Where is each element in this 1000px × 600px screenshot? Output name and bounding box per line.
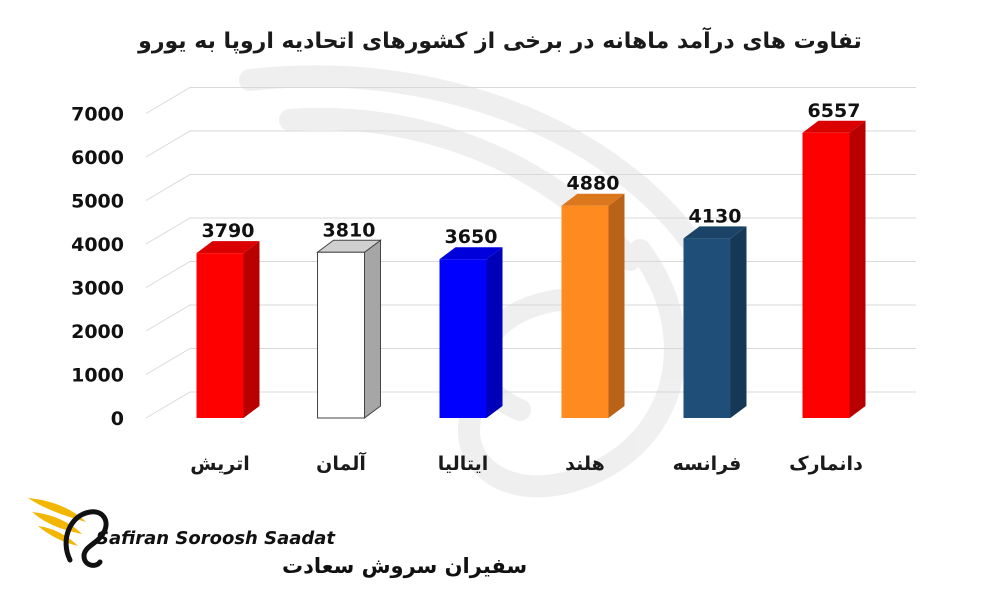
grid-lines [145, 87, 916, 419]
gridline [145, 304, 916, 332]
bar-front [683, 238, 731, 418]
x-tick-label: آلمان [316, 451, 366, 475]
bar-side [730, 226, 747, 418]
gridline [145, 174, 916, 201]
bar-top [196, 241, 260, 254]
y-tick-label: 3000 [71, 278, 124, 300]
bar-top [561, 193, 625, 206]
bar-side [608, 193, 625, 418]
y-tick-label: 5000 [71, 191, 124, 213]
x-tick-label: اتریش [190, 453, 249, 475]
data-label: 3790 [202, 220, 255, 242]
brand-name-fa: سفیران سروش سعادت [282, 554, 527, 578]
bar-side [364, 239, 381, 419]
bar-front [439, 259, 487, 418]
data-label: 3810 [323, 219, 376, 241]
brand-logo: Safiran Soroosh Saadat سفیران سروش سعادت [28, 498, 527, 578]
bar [802, 120, 866, 418]
bar-side [486, 247, 503, 418]
bar-top [802, 120, 866, 133]
bar [439, 247, 503, 418]
swan-icon [63, 509, 109, 568]
bar-front [802, 132, 850, 418]
bar-side [243, 241, 260, 418]
wing-icon [28, 498, 86, 546]
gridline [145, 391, 916, 419]
gridline [145, 87, 916, 114]
x-tick-label: هلند [565, 453, 605, 475]
bar [683, 226, 747, 418]
bars [196, 120, 866, 419]
x-tick-label: دانمارک [789, 453, 863, 475]
bar-top [683, 226, 747, 239]
bar [316, 239, 382, 419]
data-labels: 3790 3810 3650 4880 4130 6557 [202, 100, 861, 248]
gridline [145, 348, 916, 375]
bar-front [317, 251, 365, 419]
bar-front [561, 205, 609, 418]
chart-title: تفاوت های درآمد ماهانه در برخی از کشورها… [137, 26, 862, 54]
data-label: 4880 [567, 173, 620, 195]
gridline [145, 130, 916, 158]
y-tick-label: 7000 [71, 104, 124, 126]
bar-top [439, 247, 503, 260]
brand-name-en: Safiran Soroosh Saadat [96, 528, 336, 549]
y-tick-label: 6000 [71, 147, 124, 169]
bar-front [196, 253, 244, 418]
x-tick-label: ایتالیا [438, 453, 489, 475]
y-tick-label: 0 [111, 408, 124, 430]
x-axis: اتریش آلمان ایتالیا هلند فرانسه دانمارک [190, 451, 863, 475]
data-label: 3650 [445, 226, 498, 248]
y-tick-label: 4000 [71, 234, 124, 256]
bar-side [849, 120, 866, 418]
gridline [145, 217, 916, 245]
bar [561, 193, 625, 418]
y-tick-label: 2000 [71, 321, 124, 343]
y-axis: 0 1000 2000 3000 4000 5000 6000 7000 [71, 104, 124, 431]
gridline [145, 261, 916, 288]
x-tick-label: فرانسه [673, 453, 742, 475]
y-tick-label: 1000 [71, 365, 124, 387]
data-label: 6557 [808, 100, 861, 122]
data-label: 4130 [689, 205, 742, 227]
bar [196, 241, 260, 418]
